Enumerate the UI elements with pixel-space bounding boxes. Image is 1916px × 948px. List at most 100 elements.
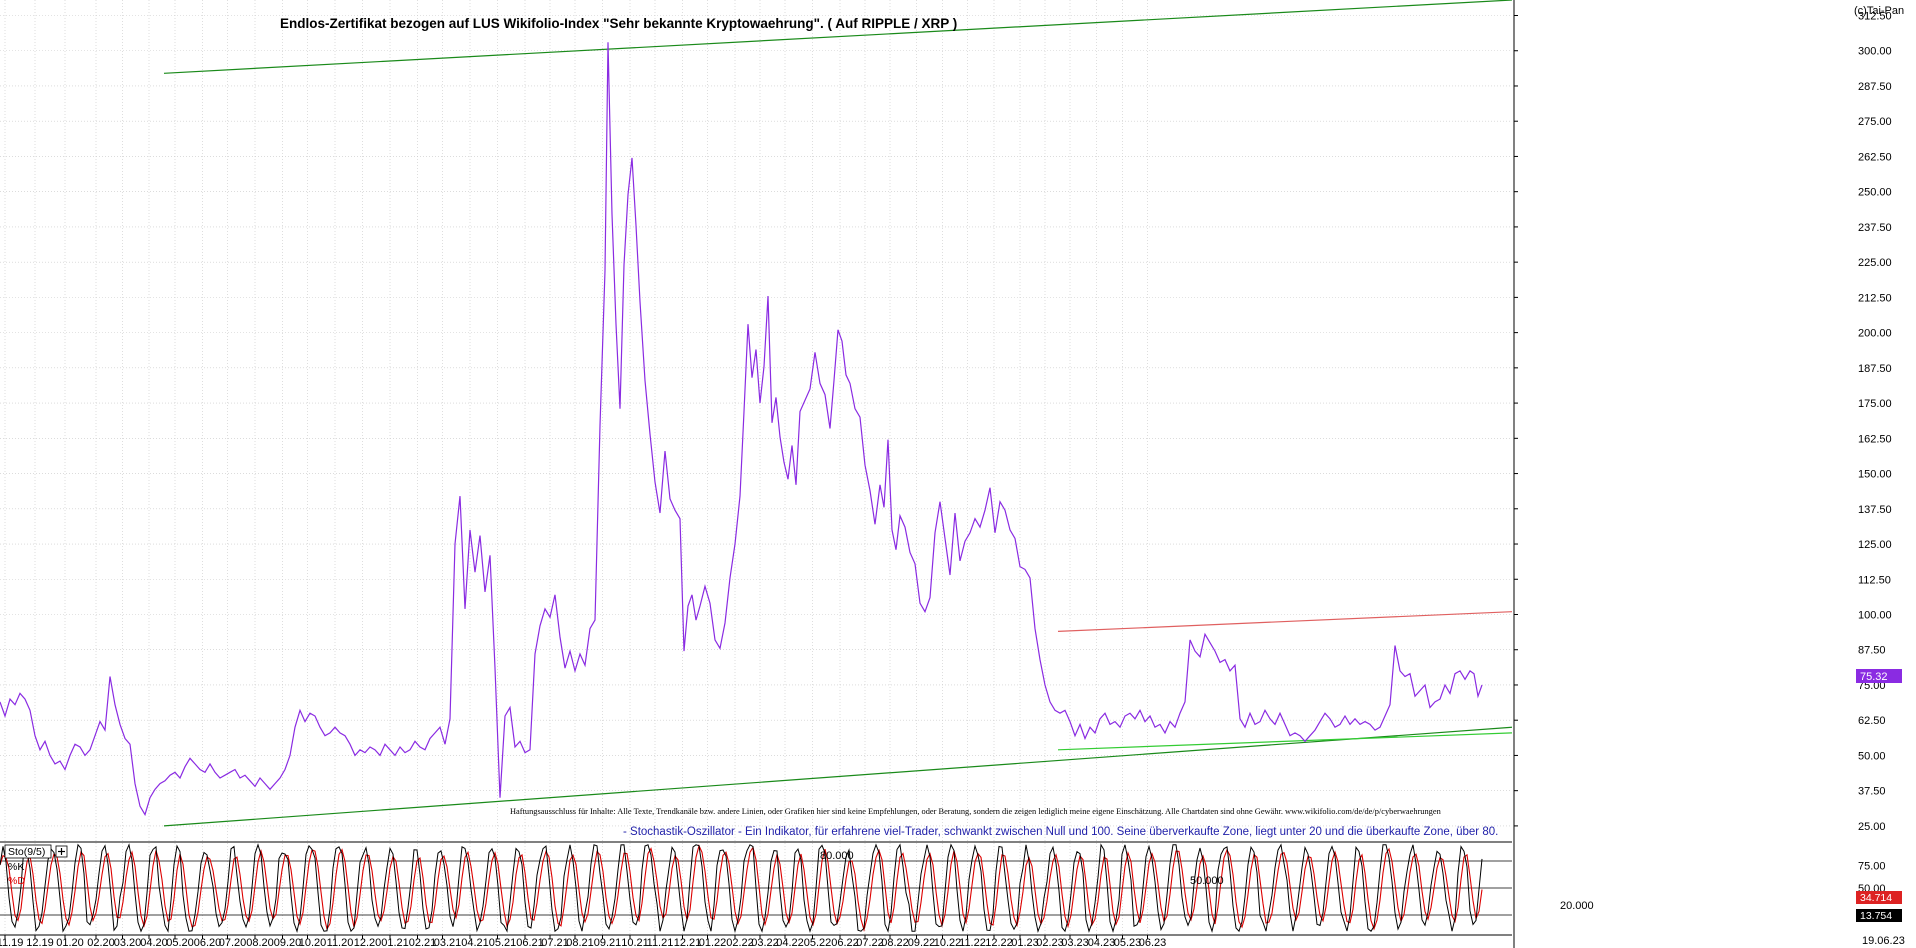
legend-k: %K	[8, 861, 24, 873]
x-tick-label: 02.23	[1036, 937, 1064, 948]
y-tick-label: 187.50	[1858, 363, 1892, 375]
y-tick-label: 150.00	[1858, 469, 1892, 481]
x-tick-label: 03.22	[751, 937, 779, 948]
chart-title: Endlos-Zertifikat bezogen auf LUS Wikifo…	[280, 16, 957, 31]
x-tick-label: 10.20	[299, 937, 327, 948]
x-tick-label: 03.21	[434, 937, 462, 948]
x-tick-label: 12.22	[985, 937, 1013, 948]
last-price-label: 75.32	[1860, 671, 1888, 683]
legend-d: %D	[8, 875, 25, 887]
x-tick-label: 10.21	[621, 937, 649, 948]
x-tick-label: 02.21	[409, 937, 437, 948]
x-tick-label: 09.22	[908, 937, 936, 948]
trendlines	[163, 0, 1513, 827]
y-tick-label: 125.00	[1858, 539, 1892, 551]
trendline-support	[1057, 732, 1513, 751]
x-tick-label: 01.23	[1011, 937, 1039, 948]
x-tick-label: 01.22	[699, 937, 727, 948]
stochastic-caption: - Stochastik-Oszillator - Ein Indikator,…	[623, 826, 1498, 838]
x-tick-label: 05.20	[166, 937, 194, 948]
x-tick-label: 06.23	[1139, 937, 1167, 948]
trendline-upper-channel	[163, 0, 1513, 74]
x-tick-label: 04.20	[140, 937, 168, 948]
y-tick-label: 50.00	[1858, 750, 1886, 762]
last-d-badge	[1856, 891, 1902, 904]
y-tick-label: 312.50	[1858, 11, 1892, 23]
y-tick-label: 225.00	[1858, 257, 1892, 269]
y-tick-label: 25.00	[1858, 821, 1886, 833]
copyright-label: (c)Tai-Pan	[1854, 5, 1904, 17]
y-tick-label: 175.00	[1858, 398, 1892, 410]
x-tick-label: 11.21	[647, 937, 674, 948]
level-label-20: 20.000	[1560, 900, 1594, 912]
y-tick-label: 200.00	[1858, 328, 1892, 340]
x-tick-label: 01.20	[56, 937, 84, 948]
x-tick-label: 05.21	[489, 937, 517, 948]
level-label-50: 50.000	[1190, 875, 1224, 887]
add-indicator-icon[interactable]	[55, 845, 68, 858]
last-k-badge	[1856, 909, 1902, 922]
x-tick-label: 02.22	[726, 937, 754, 948]
trendline-resistance	[1057, 611, 1513, 633]
x-tick-label: 07.20	[219, 937, 247, 948]
x-tick-label: 02.20	[87, 937, 115, 948]
x-axis-end-label: 19.06.23	[1862, 935, 1905, 947]
x-tick-label: 03.20	[114, 937, 142, 948]
y-tick-label: 112.50	[1858, 574, 1891, 586]
last-price-badge	[1856, 669, 1902, 683]
x-tick-label: 06.22	[831, 937, 859, 948]
x-tick-label: 08.22	[881, 937, 909, 948]
y-tick-label: 262.50	[1858, 151, 1892, 163]
x-tick-label: 01.21	[381, 937, 409, 948]
y-tick-label: 162.50	[1858, 433, 1892, 445]
trendline-lower-channel	[163, 726, 1513, 827]
x-tick-label: 08.20	[246, 937, 274, 948]
x-tick-label: 09.21	[594, 937, 622, 948]
x-tick-label: 06.21	[516, 937, 544, 948]
x-tick-label: 12.21	[674, 937, 702, 948]
x-tick-label: 12.19	[26, 937, 54, 948]
y-tick-label: 37.50	[1858, 786, 1886, 798]
x-tick-label: 03.23	[1061, 937, 1089, 948]
grid-lines	[0, 0, 1512, 935]
y-tick-label: 137.50	[1858, 504, 1892, 516]
level-label-80: 80.000	[820, 850, 854, 862]
disclaimer-text: Haftungsausschluss für Inhalte: Alle Tex…	[510, 807, 1442, 816]
x-tick-label: 12.20	[354, 937, 382, 948]
indicator-name: Sto(9/5)	[8, 846, 45, 858]
x-tick-label: 04.21	[461, 937, 489, 948]
y-tick-label: 250.00	[1858, 187, 1892, 199]
osc-tick-label: 75.00	[1858, 861, 1886, 873]
last-d-label: 34.714	[1860, 892, 1892, 904]
x-tick-label: 11.19	[0, 937, 23, 948]
stochastic-d-line	[0, 844, 1483, 932]
y-tick-label: 212.50	[1858, 292, 1892, 304]
price-y-axis: 312.50 300.00 287.50 275.00 262.50 250.00 237.…	[1513, 0, 1892, 948]
x-tick-label: 06.20	[194, 937, 222, 948]
x-tick-label: 11.20	[327, 937, 354, 948]
price-series-line	[0, 42, 1483, 817]
x-tick-label: 08.21	[566, 937, 594, 948]
x-tick-label: 10.22	[934, 937, 962, 948]
y-tick-label: 237.50	[1858, 222, 1892, 234]
y-tick-label: 100.00	[1858, 609, 1892, 621]
indicator-tab[interactable]	[4, 844, 52, 859]
x-axis: 11.1912.1901.2002.2003.2004.2005.2006.20…	[0, 934, 1512, 948]
y-tick-label: 275.00	[1858, 116, 1892, 128]
y-tick-label: 62.50	[1858, 715, 1886, 727]
y-tick-label: 300.00	[1858, 46, 1892, 58]
y-tick-label: 87.50	[1858, 645, 1886, 657]
last-k-label: 13.754	[1860, 910, 1892, 922]
x-tick-label: 11.22	[959, 937, 986, 948]
x-tick-label: 05.22	[804, 937, 832, 948]
x-tick-label: 04.22	[776, 937, 804, 948]
y-tick-label: 287.50	[1858, 81, 1892, 93]
x-tick-label: 05.23	[1114, 937, 1142, 948]
x-tick-label: 04.23	[1088, 937, 1116, 948]
x-tick-label: 07.21	[541, 937, 569, 948]
x-tick-label: 09.20	[274, 937, 302, 948]
x-tick-label: 07.22	[856, 937, 884, 948]
stochastic-k-line	[0, 843, 1483, 934]
